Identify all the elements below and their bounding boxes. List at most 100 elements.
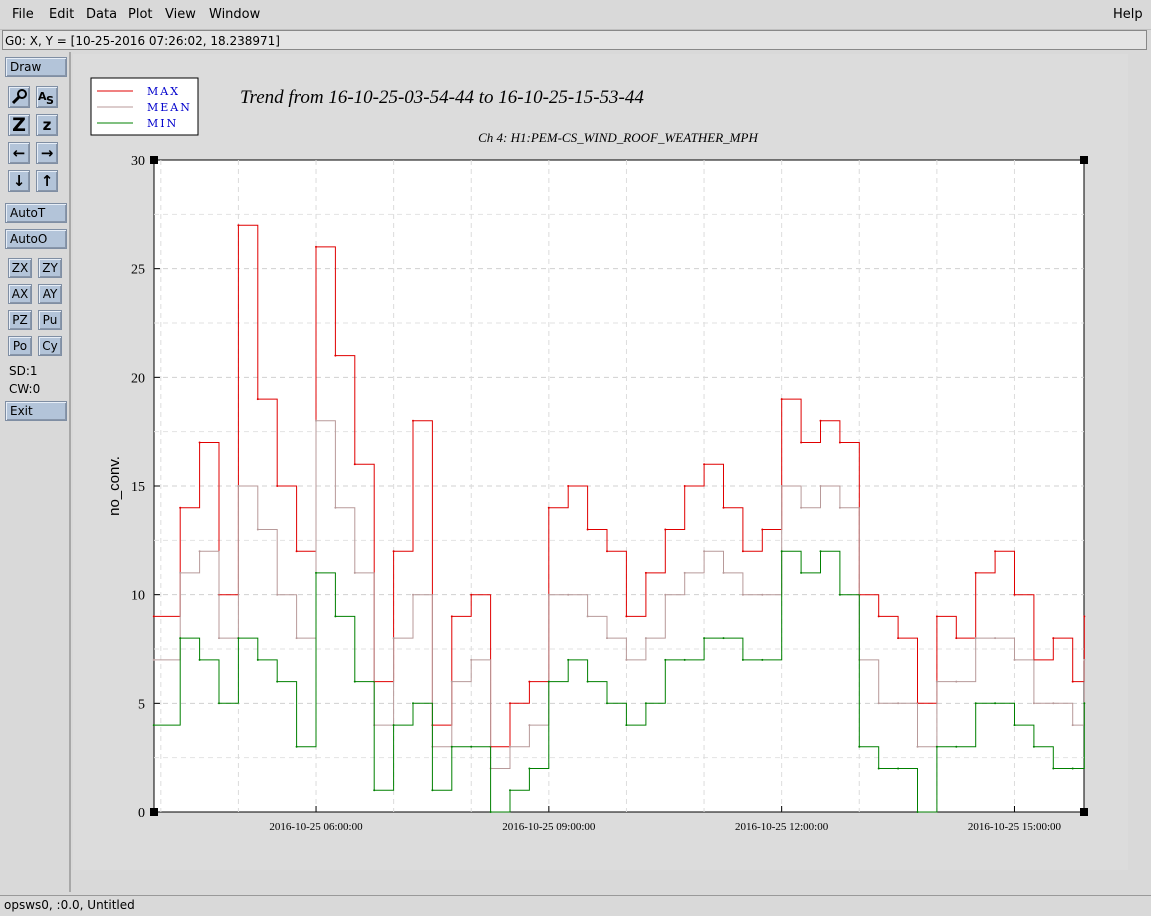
data-point-max (935, 615, 938, 618)
menu-data[interactable]: Data (86, 7, 118, 22)
corner-handle-bottom-left[interactable] (150, 808, 158, 816)
trend-chart[interactable]: MAX MEAN MIN Trend from 16-10-25-03-54-4… (73, 54, 1128, 870)
autot-button[interactable]: AutoT (5, 203, 67, 223)
data-point-min (450, 745, 453, 748)
zx-button[interactable]: ZX (8, 258, 32, 278)
data-point-min (392, 724, 395, 727)
legend-max-label: MAX (147, 85, 180, 98)
data-point-mean (567, 593, 570, 596)
sd-label: SD:1 (9, 364, 38, 378)
data-point-max (179, 506, 182, 509)
series-group (152, 224, 1086, 813)
y-tick-label: 0 (138, 806, 145, 821)
data-point-min (1032, 745, 1035, 748)
data-point-min (1013, 724, 1016, 727)
menu-help[interactable]: Help (1113, 7, 1143, 22)
data-point-mean (198, 550, 201, 553)
ax-button[interactable]: AX (8, 284, 32, 304)
data-point-max (237, 224, 240, 227)
data-point-mean (1013, 658, 1016, 661)
corner-handle-bottom-right[interactable] (1080, 808, 1088, 816)
data-point-mean (606, 637, 608, 640)
data-point-min (509, 789, 511, 792)
data-point-max (703, 463, 706, 466)
menu-window[interactable]: Window (209, 7, 261, 22)
ay-button[interactable]: AY (38, 284, 62, 304)
data-point-max (955, 637, 958, 640)
data-point-mean (741, 593, 744, 596)
corner-handle-top-right[interactable] (1080, 156, 1088, 164)
data-point-mean (295, 637, 298, 640)
data-point-max (800, 441, 803, 444)
data-point-max (897, 637, 900, 640)
data-point-min (431, 789, 434, 792)
pan-down-button[interactable]: ↓ (8, 170, 30, 192)
pan-left-button[interactable]: ← (8, 142, 30, 164)
data-point-min (877, 767, 880, 770)
y-tick-label: 30 (131, 154, 145, 169)
data-point-max (528, 680, 531, 683)
data-point-min (353, 680, 356, 683)
data-point-mean (528, 724, 531, 727)
magnify-button[interactable] (8, 86, 30, 108)
data-point-mean (664, 593, 667, 596)
data-point-max (741, 550, 744, 553)
data-point-mean (450, 680, 453, 683)
zoom-out-button[interactable]: z (36, 114, 58, 136)
data-point-max (877, 615, 880, 618)
x-axis-ticks: 2016-10-25 06:00:00 2016-10-25 09:00:00 20… (269, 806, 1062, 833)
zoom-in-button[interactable]: Z (8, 114, 30, 136)
data-point-min (237, 637, 240, 640)
data-point-min (256, 658, 259, 661)
data-point-max (586, 528, 589, 531)
data-point-min (644, 702, 647, 705)
y-tick-label: 25 (131, 263, 145, 278)
pz-button[interactable]: PZ (8, 310, 32, 330)
data-point-max (509, 702, 511, 705)
pu-button[interactable]: Pu (38, 310, 62, 330)
text-scale-button[interactable]: A S (36, 86, 58, 108)
data-point-mean (838, 506, 841, 509)
data-point-mean (1052, 702, 1055, 705)
data-point-min (955, 745, 958, 748)
pan-up-button[interactable]: ↑ (36, 170, 58, 192)
data-point-mean (877, 702, 880, 705)
data-point-mean (703, 550, 706, 553)
cursor-coordinates: G0: X, Y = [10-25-2016 07:26:02, 18.2389… (2, 30, 1147, 50)
data-point-mean (1032, 702, 1035, 705)
autoo-button[interactable]: AutoO (5, 229, 67, 249)
data-point-max (1071, 680, 1074, 683)
toolbar: Draw A S Z z ← → ↓ ↑ AutoT AutoO ZX ZY A… (1, 52, 71, 892)
data-point-max (606, 550, 608, 553)
x-tick-label: 2016-10-25 06:00:00 (269, 821, 363, 833)
chart-subtitle: Ch 4: H1:PEM-CS_WIND_ROOF_WEATHER_MPH (478, 130, 758, 145)
menu-file[interactable]: File (12, 7, 34, 22)
y-tick-label: 15 (131, 480, 145, 495)
data-point-max (470, 593, 473, 596)
exit-button[interactable]: Exit (5, 401, 67, 421)
data-point-max (152, 615, 155, 618)
data-point-min (528, 767, 531, 770)
series-line-min (153, 550, 1085, 813)
menu-edit[interactable]: Edit (49, 7, 75, 22)
data-point-min (741, 658, 744, 661)
pan-right-button[interactable]: → (36, 142, 58, 164)
data-point-min (470, 745, 473, 748)
data-point-min (334, 615, 337, 618)
y-tick-label: 10 (131, 589, 145, 604)
data-point-max (761, 528, 764, 531)
data-point-mean (256, 528, 259, 531)
cy-button[interactable]: Cy (38, 336, 62, 356)
menu-view[interactable]: View (165, 7, 196, 22)
data-point-min (179, 637, 182, 640)
zy-button[interactable]: ZY (38, 258, 62, 278)
data-point-mean (509, 745, 511, 748)
data-point-min (315, 571, 317, 574)
data-point-max (664, 528, 667, 531)
data-point-max (450, 615, 453, 618)
draw-button[interactable]: Draw (5, 57, 67, 77)
x-tick-label: 2016-10-25 12:00:00 (735, 821, 829, 833)
corner-handle-top-left[interactable] (150, 156, 158, 164)
po-button[interactable]: Po (8, 336, 32, 356)
menu-plot[interactable]: Plot (128, 7, 153, 22)
